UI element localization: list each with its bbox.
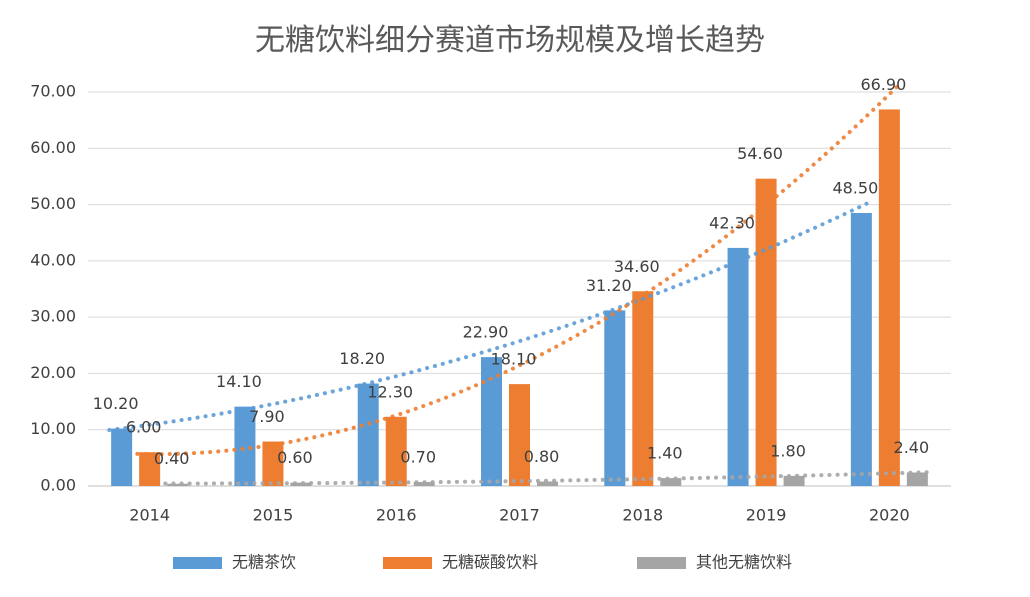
value-label: 0.60	[277, 448, 313, 467]
value-label: 48.50	[832, 179, 878, 198]
x-tick-label: 2019	[746, 506, 787, 525]
value-label: 6.00	[126, 418, 162, 437]
bar	[357, 383, 379, 486]
x-tick-label: 2020	[869, 506, 910, 525]
legend-swatch	[383, 557, 432, 569]
legend-swatch	[173, 557, 222, 569]
value-label: 66.90	[860, 75, 906, 94]
trendline	[107, 198, 876, 432]
bar	[783, 475, 805, 486]
value-label: 22.90	[463, 323, 509, 342]
value-label: 14.10	[216, 372, 262, 391]
value-label: 42.30	[709, 213, 755, 232]
value-label: 12.30	[367, 382, 413, 401]
value-label: 1.80	[770, 441, 806, 460]
bar	[385, 416, 407, 486]
bar	[167, 483, 189, 486]
value-label: 0.40	[154, 449, 190, 468]
x-tick-label: 2018	[622, 506, 663, 525]
legend-swatch	[637, 557, 686, 569]
bar	[537, 481, 558, 486]
bar	[111, 428, 133, 486]
bar	[604, 310, 626, 486]
bar	[509, 384, 530, 486]
y-tick-label: 70.00	[30, 82, 76, 101]
x-tick-label: 2014	[129, 506, 170, 525]
legend-label: 无糖茶饮	[232, 553, 296, 572]
bar	[727, 247, 749, 486]
trendline	[163, 470, 932, 486]
value-label: 31.20	[586, 276, 632, 295]
value-label: 34.60	[614, 257, 660, 276]
bar	[906, 472, 928, 486]
bar	[632, 291, 654, 486]
x-tick-label: 2017	[499, 506, 540, 525]
y-tick-label: 40.00	[30, 250, 76, 269]
value-label: 18.10	[491, 350, 537, 369]
x-tick-label: 2016	[376, 506, 417, 525]
y-tick-label: 60.00	[30, 138, 76, 157]
y-tick-label: 10.00	[30, 419, 76, 438]
bar	[755, 178, 777, 486]
value-label: 1.40	[647, 444, 683, 463]
bar	[878, 109, 900, 486]
bar	[290, 482, 312, 486]
legend-label: 其他无糖饮料	[696, 553, 792, 572]
y-tick-label: 30.00	[30, 307, 76, 326]
x-tick-label: 2015	[253, 506, 294, 525]
bar	[481, 357, 502, 486]
value-label: 0.80	[524, 447, 560, 466]
value-label: 7.90	[249, 407, 285, 426]
bar	[850, 213, 872, 486]
bar	[139, 452, 161, 486]
bar	[660, 478, 682, 486]
value-label: 0.70	[400, 448, 436, 467]
value-label: 2.40	[894, 438, 930, 457]
bar	[262, 441, 284, 486]
y-tick-label: 0.00	[40, 476, 76, 495]
legend-label: 无糖碳酸饮料	[442, 553, 538, 572]
bar	[234, 406, 256, 486]
chart-title: 无糖饮料细分赛道市场规模及增长趋势	[255, 23, 765, 58]
trendline	[135, 80, 904, 457]
y-tick-label: 50.00	[30, 194, 76, 213]
value-label: 54.60	[737, 144, 783, 163]
y-tick-label: 20.00	[30, 363, 76, 382]
value-label: 10.20	[93, 394, 139, 413]
value-label: 18.20	[339, 349, 385, 368]
